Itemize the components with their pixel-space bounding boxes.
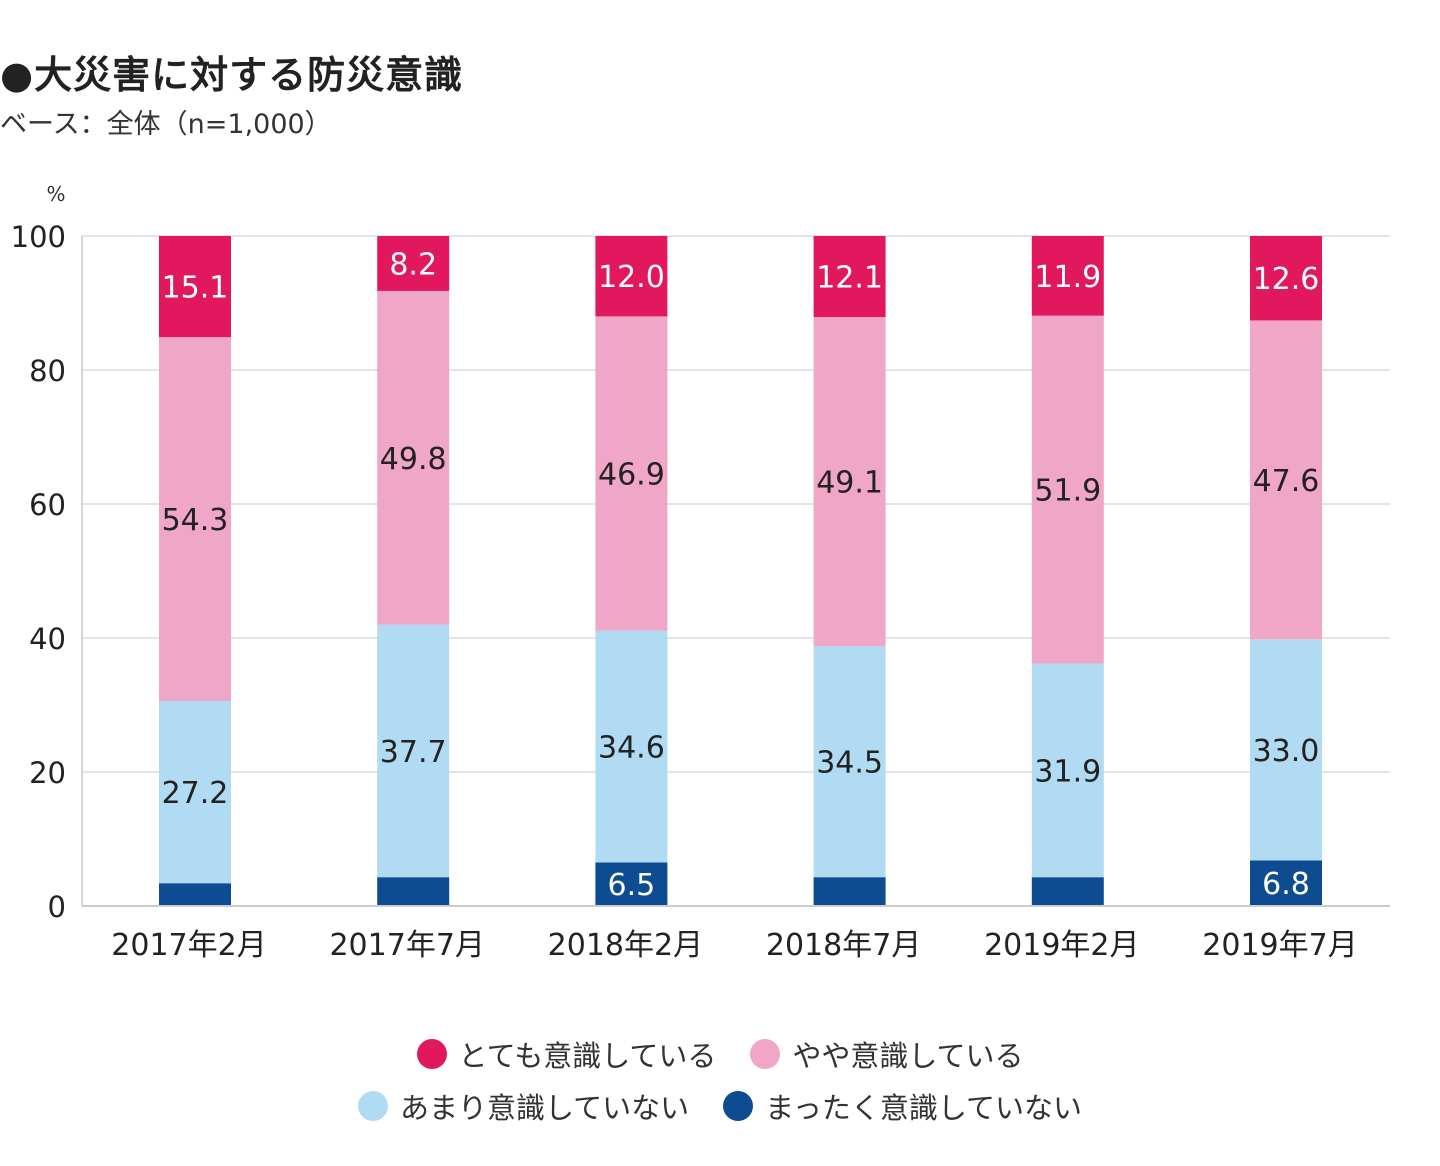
bar-segment [1250,236,1322,321]
bar-value-label: 11.9 [1034,260,1101,295]
grid-lines [82,235,1390,907]
bar-segment [159,883,231,906]
bar-segment [1031,663,1104,878]
bar-segment [377,290,450,625]
legend-label: あまり意識していない [399,1091,690,1125]
legend-item: やや意識している [750,1033,1023,1075]
bar-segment [1250,320,1322,640]
bar-value-label: 49.1 [816,466,883,501]
chart-title: ●大災害に対する防災意識 [0,53,464,97]
stacked-bar-chart: 27.2 54.3 15.1 37.7 49.8 8.2 6.5 34.6 46.9 12.0 34… [11,182,1390,963]
legend-item: あまり意識していない [357,1085,690,1127]
bar-segment [1031,877,1104,906]
x-tick-label: 2019年2月 [984,928,1139,963]
bar-groups [159,236,1322,906]
legend: とても意識している やや意識しているあまり意識していない まったく意識していない [0,1028,1440,1132]
bar-value-label: 46.9 [598,458,665,493]
legend-swatch-icon [750,1039,781,1069]
legend-item: とても意識している [416,1033,717,1075]
x-tick-label: 2018年2月 [548,928,703,963]
bar-value-label: 8.2 [389,247,437,282]
bar-segment [377,236,450,291]
bar-segment [159,236,231,338]
bar-segment [377,624,450,878]
legend-label: まったく意識していない [765,1091,1083,1125]
bar-value-label: 34.6 [598,731,665,766]
bar-value-label: 6.5 [608,868,656,903]
bar-segment [595,236,668,317]
chart-subtitle: ベース：全体（n=1,000） [0,109,332,140]
bar-segment [595,630,668,863]
bar-segment [595,316,668,631]
bar-value-label: 15.1 [162,271,229,306]
y-tick-label: 40 [29,622,66,656]
bar-segment [159,700,231,884]
y-tick-label: 0 [48,890,66,924]
bar-segment [1250,860,1322,906]
legend-swatch-icon [723,1091,754,1121]
y-tick-label: 60 [29,488,66,522]
bar-segment [813,646,886,878]
y-axis-unit: % [46,182,65,206]
x-tick-label: 2018年7月 [766,928,921,963]
bar-value-label: 12.1 [816,261,883,296]
bar-segment [813,877,886,906]
bar-value-label: 6.8 [1262,867,1310,902]
bar-value-label: 51.9 [1034,474,1101,509]
bar-value-label: 33.0 [1253,734,1320,769]
bar-value-label: 34.5 [816,746,883,781]
bar-segment [1250,639,1322,861]
bar-segment [159,337,231,701]
legend-row: あまり意識していない まったく意識していない [0,1080,1440,1132]
bar-value-label: 37.7 [380,735,447,770]
bar-value-label: 49.8 [380,442,447,477]
bar-segment [1031,315,1104,664]
y-tick-label: 100 [11,220,66,254]
bar-value-label: 31.9 [1034,754,1101,789]
legend-label: とても意識している [458,1039,717,1073]
value-labels: 27.2 54.3 15.1 37.7 49.8 8.2 6.5 34.6 46.9 12.0 34… [162,247,1320,903]
x-tick-label: 2017年7月 [329,928,484,963]
bar-segment [377,877,450,906]
y-tick-label: 20 [29,756,66,790]
x-tick-label: 2019年7月 [1202,928,1357,963]
bar-value-label: 12.6 [1253,262,1320,297]
bar-value-label: 27.2 [162,776,229,811]
x-tick-label: 2017年2月 [111,928,266,963]
axes: 0 20 40 60 80 100% 2017年2月 2017年7月 2018年2月 2018年7… [11,182,1390,963]
legend-item: まったく意識していない [723,1085,1082,1127]
bar-segment [1031,236,1104,316]
legend-label: やや意識している [792,1039,1024,1073]
y-tick-label: 80 [29,354,66,388]
bar-value-label: 47.6 [1253,464,1320,499]
legend-swatch-icon [416,1039,447,1069]
bar-segment [813,236,886,318]
legend-row: とても意識している やや意識している [0,1028,1440,1080]
bar-value-label: 54.3 [162,503,229,538]
bar-value-label: 12.0 [598,260,665,295]
legend-swatch-icon [357,1091,388,1121]
bar-segment [813,317,886,647]
bar-segment [595,862,668,906]
